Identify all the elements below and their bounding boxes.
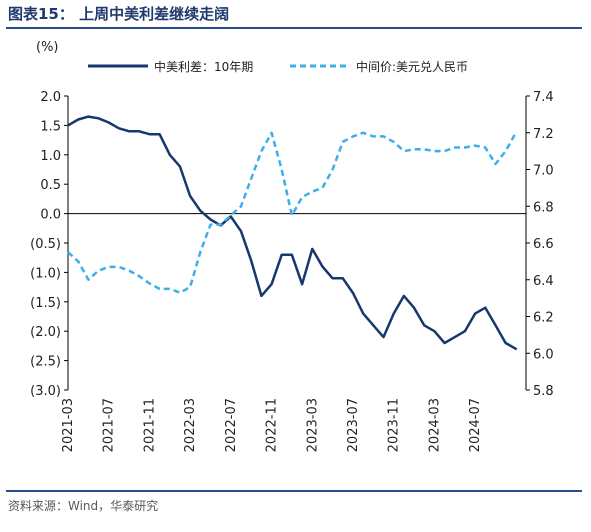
left-tick-label: (1.0) <box>30 266 61 281</box>
chart-svg: (%) 中美利差：10年期 中间价:美元兑人民币 2.0 1.5 1.0 0.5 0.0 (… <box>30 40 554 452</box>
left-tick-label: 0.5 <box>40 178 61 193</box>
left-tick-label: (0.5) <box>30 237 61 252</box>
right-tick-label: 6.8 <box>533 200 554 215</box>
left-tick-label: 1.5 <box>40 119 61 134</box>
right-tick-label: 7.4 <box>533 90 554 105</box>
x-tick-label: 2024-07 <box>468 398 483 452</box>
x-tick-label: 2023-11 <box>387 398 402 452</box>
x-tick-label: 2022-03 <box>183 398 198 452</box>
right-axis-ticks: 7.4 7.2 7.0 6.8 6.6 6.4 6.2 6.0 5.8 <box>526 90 554 399</box>
right-tick-label: 7.2 <box>533 127 554 142</box>
left-tick-label: 2.0 <box>40 90 61 105</box>
right-tick-label: 6.2 <box>533 311 554 326</box>
left-tick-label: (3.0) <box>30 384 61 399</box>
right-tick-label: 6.0 <box>533 347 554 362</box>
x-tick-label: 2021-11 <box>142 398 157 452</box>
left-axis-label: (%) <box>36 40 59 55</box>
legend-label: 中间价:美元兑人民币 <box>356 59 468 74</box>
right-tick-label: 6.4 <box>533 274 554 289</box>
x-tick-label: 2023-03 <box>305 398 320 452</box>
fx-series-line <box>67 131 517 294</box>
right-tick-label: 6.6 <box>533 237 554 252</box>
spread-series-line <box>66 115 518 351</box>
x-tick-label: 2021-03 <box>61 398 76 452</box>
legend: 中美利差：10年期 中间价:美元兑人民币 <box>88 59 468 74</box>
source-note: 资料来源：Wind，华泰研究 <box>8 499 159 513</box>
x-tick-label: 2022-07 <box>224 398 239 452</box>
figure-title: 图表15： 上周中美利差继续走阔 <box>8 5 230 23</box>
x-tick-label: 2024-03 <box>427 398 442 452</box>
x-axis-ticks: 2021-03 2021-07 2021-11 2022-03 2022-07 2022-… <box>61 398 483 452</box>
left-tick-label: (1.5) <box>30 296 61 311</box>
legend-label: 中美利差：10年期 <box>154 59 253 74</box>
x-tick-label: 2022-11 <box>265 398 280 452</box>
right-tick-label: 7.0 <box>533 164 554 179</box>
left-tick-label: (2.0) <box>30 325 61 340</box>
series-layer <box>66 115 518 351</box>
source-rule <box>6 490 582 492</box>
left-tick-label: 1.0 <box>40 149 61 164</box>
x-tick-label: 2023-07 <box>346 398 361 452</box>
x-tick-label: 2021-07 <box>102 398 117 452</box>
left-tick-label: 0.0 <box>40 208 61 223</box>
right-tick-label: 5.8 <box>533 384 554 399</box>
left-axis-ticks: 2.0 1.5 1.0 0.5 0.0 (0.5) (1.0) (1.5) (2.0) (2.5)… <box>30 90 68 399</box>
left-tick-label: (2.5) <box>30 355 61 370</box>
title-rule <box>6 27 582 29</box>
